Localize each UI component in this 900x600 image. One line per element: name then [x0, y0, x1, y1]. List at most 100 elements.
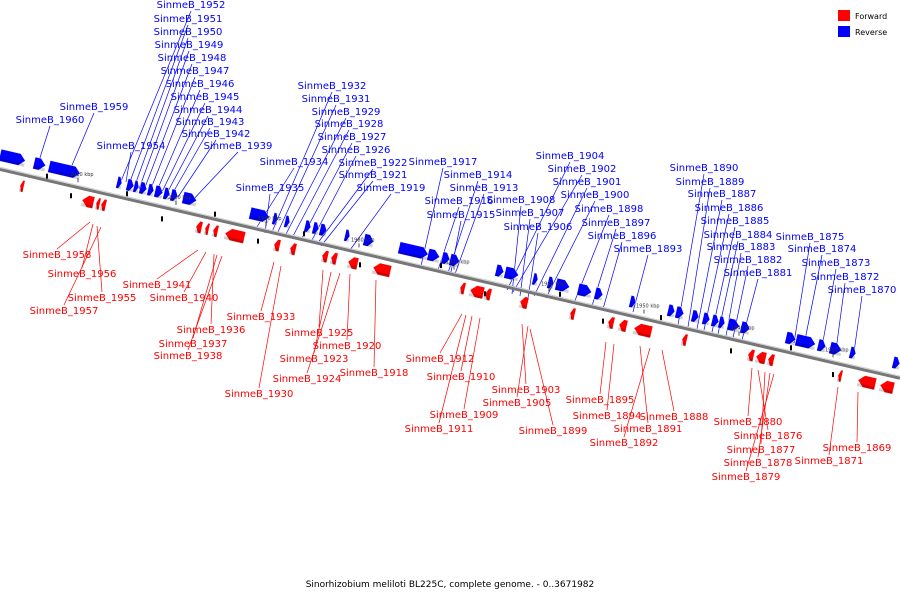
leader-line — [271, 91, 333, 233]
reverse-gene-arrow — [666, 303, 676, 318]
scale-tick-label: 2010 kbp — [70, 172, 94, 178]
reverse-gene-arrow — [311, 221, 320, 235]
reverse-gene-arrow — [448, 253, 460, 268]
gene-label: SinmeB_1879 — [712, 472, 781, 483]
forward-gene-arrow — [288, 242, 298, 256]
scale-tick-label: 1990 kbp — [258, 216, 282, 222]
forward-gene-arrow — [211, 224, 220, 238]
feature-mark — [126, 191, 128, 197]
reverse-gene-arrow — [628, 295, 637, 309]
reverse-gene-arrow — [138, 181, 148, 195]
forward-gene-arrow — [371, 262, 393, 278]
reverse-gene-arrow — [531, 272, 539, 286]
gene-label: SinmeB_1944 — [174, 105, 243, 116]
gene-label: SinmeB_1882 — [714, 255, 783, 266]
gene-label: SinmeB_1898 — [575, 204, 644, 215]
gene-label: SinmeB_1908 — [487, 195, 556, 206]
gene-label: SinmeB_1956 — [48, 269, 117, 280]
leader-line — [318, 269, 324, 328]
leader-line — [506, 161, 571, 291]
legend: Forward Reverse — [838, 10, 887, 37]
reverse-gene-arrow — [362, 233, 374, 248]
gene-label: SinmeB_1943 — [176, 117, 245, 128]
leader-line — [138, 50, 190, 190]
gene-label: SinmeB_1915 — [427, 210, 496, 221]
forward-gene-arrow — [568, 307, 577, 321]
reverse-gene-arrow — [271, 212, 279, 226]
forward-gene-arrow — [320, 250, 330, 264]
gene-label: SinmeB_1888 — [640, 412, 709, 423]
leader-line — [639, 345, 649, 424]
leader-line — [821, 268, 837, 348]
gene-label: SinmeB_1950 — [154, 27, 223, 38]
gene-label: SinmeB_1875 — [776, 232, 845, 243]
leader-line — [853, 295, 863, 353]
gene-label: SinmeB_1910 — [427, 372, 496, 383]
reverse-gene-arrow — [169, 188, 179, 203]
leader-line — [160, 102, 206, 195]
forward-gene-arrow — [346, 256, 360, 271]
gene-labels: SinmeB_1952 SinmeB_1951 SinmeB_1950 SinmeB_… — [16, 0, 897, 483]
reverse-gene-arrow — [739, 320, 751, 335]
forward-gene-arrow — [617, 319, 629, 333]
forward-gene-arrow — [99, 198, 108, 212]
gene-label: SinmeB_1878 — [724, 458, 793, 469]
leader-line — [37, 125, 51, 165]
forward-gene-arrow — [18, 180, 26, 193]
leader-line — [149, 76, 196, 192]
leader-line — [155, 89, 201, 194]
legend-swatch — [838, 26, 850, 37]
leader-line — [170, 127, 211, 197]
leader-line — [757, 369, 769, 431]
feature-mark — [790, 345, 792, 351]
gene-label: SinmeB_1920 — [313, 341, 382, 352]
legend-swatch — [838, 10, 850, 21]
reverse-gene-arrow — [726, 317, 740, 333]
reverse-gene-arrow — [397, 241, 429, 261]
leader-line — [156, 249, 199, 280]
reverse-gene-arrow — [318, 223, 328, 237]
leader-line — [803, 254, 823, 346]
reverse-gene-arrow — [494, 263, 505, 278]
leader-line — [438, 314, 467, 424]
gene-label: SinmeB_1951 — [154, 14, 223, 25]
scale-tick-label: 1970 kbp — [446, 259, 470, 265]
gene-label: SinmeB_1934 — [260, 157, 329, 168]
reverse-gene-arrow — [132, 180, 140, 194]
leader-line — [143, 63, 193, 191]
gene-label: SinmeB_1928 — [315, 119, 384, 130]
reverse-gene-arrow — [125, 178, 135, 192]
reverse-gene-arrow — [0, 148, 26, 167]
reverse-gene-arrow — [283, 215, 291, 229]
feature-mark — [559, 291, 561, 297]
leader-line — [306, 272, 341, 374]
leader-line — [183, 251, 207, 293]
gene-label: SinmeB_1959 — [60, 102, 129, 113]
leader-line — [519, 218, 531, 297]
leader-line — [260, 261, 275, 312]
gene-label: SinmeB_1909 — [430, 410, 499, 421]
gene-label: SinmeB_1887 — [688, 189, 757, 200]
reverse-gene-arrow — [343, 228, 351, 243]
leader-line — [527, 232, 539, 299]
scale-ticks: 2010 kbp 2000 kbp 1990 kbp 1980 kbp 1970 kbp… — [70, 172, 849, 358]
forward-gene-arrow — [94, 197, 102, 211]
leader-line — [69, 112, 95, 171]
forward-gene-arrow — [518, 296, 530, 310]
gene-label: SinmeB_1948 — [158, 53, 227, 64]
gene-label: SinmeB_1894 — [573, 411, 642, 422]
gene-label: SinmeB_1947 — [161, 66, 230, 77]
leader-line — [133, 37, 189, 189]
feature-mark — [303, 231, 305, 237]
leader-line — [346, 273, 351, 341]
gene-label: SinmeB_1960 — [16, 115, 85, 126]
gene-label: SinmeB_1906 — [504, 222, 573, 233]
leader-line — [187, 255, 223, 351]
leader-line — [745, 373, 775, 472]
feature-mark — [660, 315, 662, 321]
legend-label: Forward — [855, 12, 887, 21]
leader-line — [125, 151, 132, 183]
gene-label: SinmeB_1877 — [727, 445, 796, 456]
gene-label: SinmeB_1870 — [828, 285, 897, 296]
reverse-gene-arrow — [503, 266, 519, 282]
